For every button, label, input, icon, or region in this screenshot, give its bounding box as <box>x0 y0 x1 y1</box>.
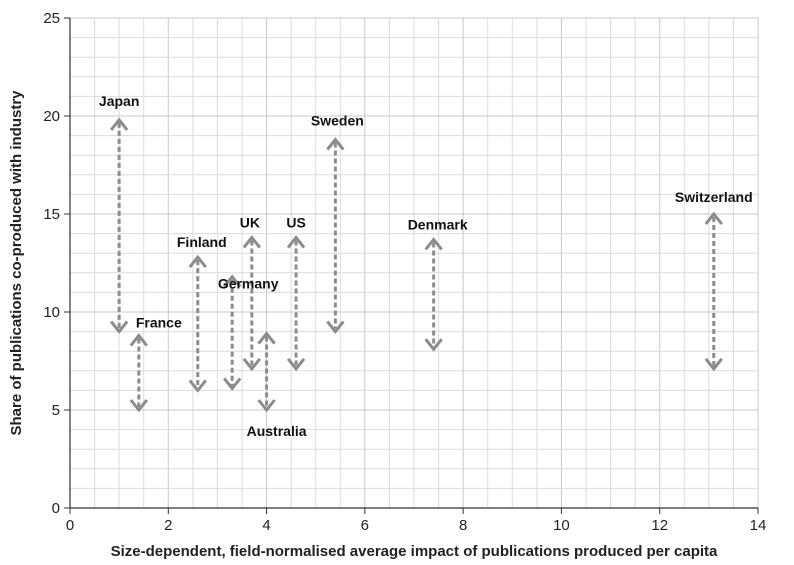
arrowhead-up <box>242 235 261 249</box>
range-arrow <box>188 254 207 393</box>
arrowhead-down <box>129 399 148 413</box>
range-arrow <box>704 211 723 372</box>
arrowhead-up <box>257 331 276 345</box>
country-label: US <box>286 215 305 231</box>
country-label: Sweden <box>311 113 364 129</box>
arrowhead-up <box>424 237 443 251</box>
range-arrows <box>109 117 723 413</box>
arrowhead-down <box>188 379 207 393</box>
arrowhead-down <box>704 357 723 372</box>
arrowhead-up <box>188 254 207 269</box>
arrowhead-up <box>286 235 306 249</box>
country-label: Germany <box>218 276 279 292</box>
grid <box>69 17 759 509</box>
arrowhead-down <box>286 357 306 372</box>
y-tick-label: 25 <box>43 10 60 27</box>
range-arrow <box>223 274 242 391</box>
arrowhead-up <box>326 137 345 151</box>
country-label: Japan <box>99 93 139 109</box>
country-label: Finland <box>177 234 227 250</box>
y-axis-title: Share of publications co-produced with i… <box>8 90 25 436</box>
range-arrow <box>286 235 306 372</box>
x-axis-title: Size-dependent, field-normalised average… <box>111 543 718 560</box>
x-tick-label: 12 <box>651 517 668 534</box>
arrowhead-down <box>257 399 276 413</box>
arrowhead-up <box>129 333 148 347</box>
range-arrow <box>109 117 129 335</box>
country-label: Switzerland <box>675 189 753 205</box>
range-arrow <box>129 333 148 413</box>
arrowhead-up <box>109 117 129 131</box>
arrowhead-down <box>109 320 129 335</box>
arrowhead-down <box>242 357 261 372</box>
x-tick-label: 14 <box>750 517 767 534</box>
y-tick-label: 5 <box>52 402 60 419</box>
x-tick-label: 10 <box>553 517 570 534</box>
arrowhead-down <box>223 377 242 391</box>
arrowhead-up <box>223 274 242 288</box>
country-labels: Japan France Finland Germany UK Australia US Sw… <box>99 93 753 439</box>
x-tick-label: 6 <box>361 517 369 534</box>
y-tick-label: 10 <box>43 304 60 321</box>
y-tick-label: 0 <box>52 500 60 517</box>
x-tick-label: 0 <box>66 517 74 534</box>
x-tick-label: 8 <box>459 517 467 534</box>
range-arrow <box>257 331 276 413</box>
arrowhead-up <box>704 211 723 225</box>
y-tick-label: 15 <box>43 206 60 223</box>
range-arrow <box>326 137 345 335</box>
x-tick-label: 2 <box>164 517 172 534</box>
arrowhead-down <box>326 320 345 335</box>
range-arrow <box>424 237 443 352</box>
axes: 0 5 10 15 20 25 0 2 4 6 8 10 12 14 <box>43 10 766 534</box>
country-label: Australia <box>247 423 307 439</box>
x-tick-label: 4 <box>262 517 270 534</box>
range-arrow <box>242 235 261 372</box>
country-label: Denmark <box>408 216 468 232</box>
arrowhead-down <box>424 338 443 352</box>
country-label: France <box>136 315 182 331</box>
y-tick-label: 20 <box>43 108 60 125</box>
country-label: UK <box>240 215 260 231</box>
